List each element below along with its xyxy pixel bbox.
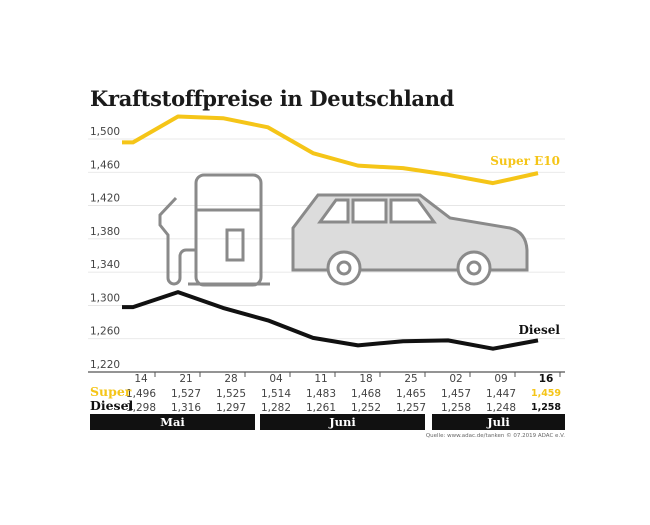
data-value-diesel: 1,297	[215, 402, 247, 414]
data-value-super: 1,527	[170, 388, 202, 400]
x-tick-label: 18	[359, 373, 373, 385]
data-value-super: 1,483	[305, 388, 337, 400]
series-label-super: Super E10	[490, 154, 560, 168]
data-value-diesel: 1,258	[530, 402, 562, 413]
x-tick-label: 14	[134, 373, 148, 385]
fuel-pump-icon	[158, 173, 270, 287]
x-tick-label: 28	[224, 373, 238, 385]
row-label-diesel: Diesel	[90, 398, 134, 413]
data-value-diesel: 1,257	[395, 402, 427, 414]
x-tick-label: 04	[269, 373, 283, 385]
y-tick-label: 1,420	[90, 193, 120, 205]
data-value-super: 1,496	[125, 388, 157, 400]
data-value-super: 1,468	[350, 388, 382, 400]
y-tick-label: 1,460	[90, 159, 120, 171]
data-value-super: 1,459	[530, 388, 562, 399]
x-tick-label: 11	[314, 373, 328, 385]
data-value-super: 1,465	[395, 388, 427, 400]
data-value-diesel: 1,261	[305, 402, 337, 414]
y-tick-label: 1,500	[90, 126, 120, 138]
y-tick-label: 1,260	[90, 326, 120, 338]
data-value-super: 1,525	[215, 388, 247, 400]
series-line-diesel	[122, 290, 539, 351]
row-label-super: Super	[90, 384, 132, 399]
data-value-diesel: 1,252	[350, 402, 382, 414]
data-value-diesel: 1,258	[440, 402, 472, 414]
x-tick-label: 09	[494, 373, 508, 385]
data-value-super: 1,447	[485, 388, 517, 400]
x-tick-label: 21	[179, 373, 193, 385]
y-tick-label: 1,300	[90, 292, 120, 304]
x-tick-label: 25	[404, 373, 418, 385]
series-line-super	[122, 114, 539, 186]
x-tick-label: 02	[449, 373, 463, 385]
data-value-super: 1,457	[440, 388, 472, 400]
month-bar-mai: Mai	[90, 414, 255, 430]
y-tick-label: 1,340	[90, 259, 120, 271]
month-bar-juni: Juni	[260, 414, 425, 430]
month-bar-juli: Juli	[432, 414, 565, 430]
data-value-diesel: 1,298	[125, 402, 157, 414]
data-value-diesel: 1,248	[485, 402, 517, 414]
data-value-diesel: 1,282	[260, 402, 292, 414]
series-label-diesel: Diesel	[518, 323, 560, 337]
car-icon	[291, 193, 529, 286]
x-tick-label: 16	[538, 373, 554, 385]
y-tick-label: 1,220	[90, 359, 120, 371]
data-value-diesel: 1,316	[170, 402, 202, 414]
source-note: Quelle: www.adac.de/tanken © 07.2019 ADA…	[425, 433, 565, 439]
chart-title: Kraftstoffpreise in Deutschland	[90, 86, 455, 111]
y-tick-label: 1,380	[90, 226, 120, 238]
data-value-super: 1,514	[260, 388, 292, 400]
